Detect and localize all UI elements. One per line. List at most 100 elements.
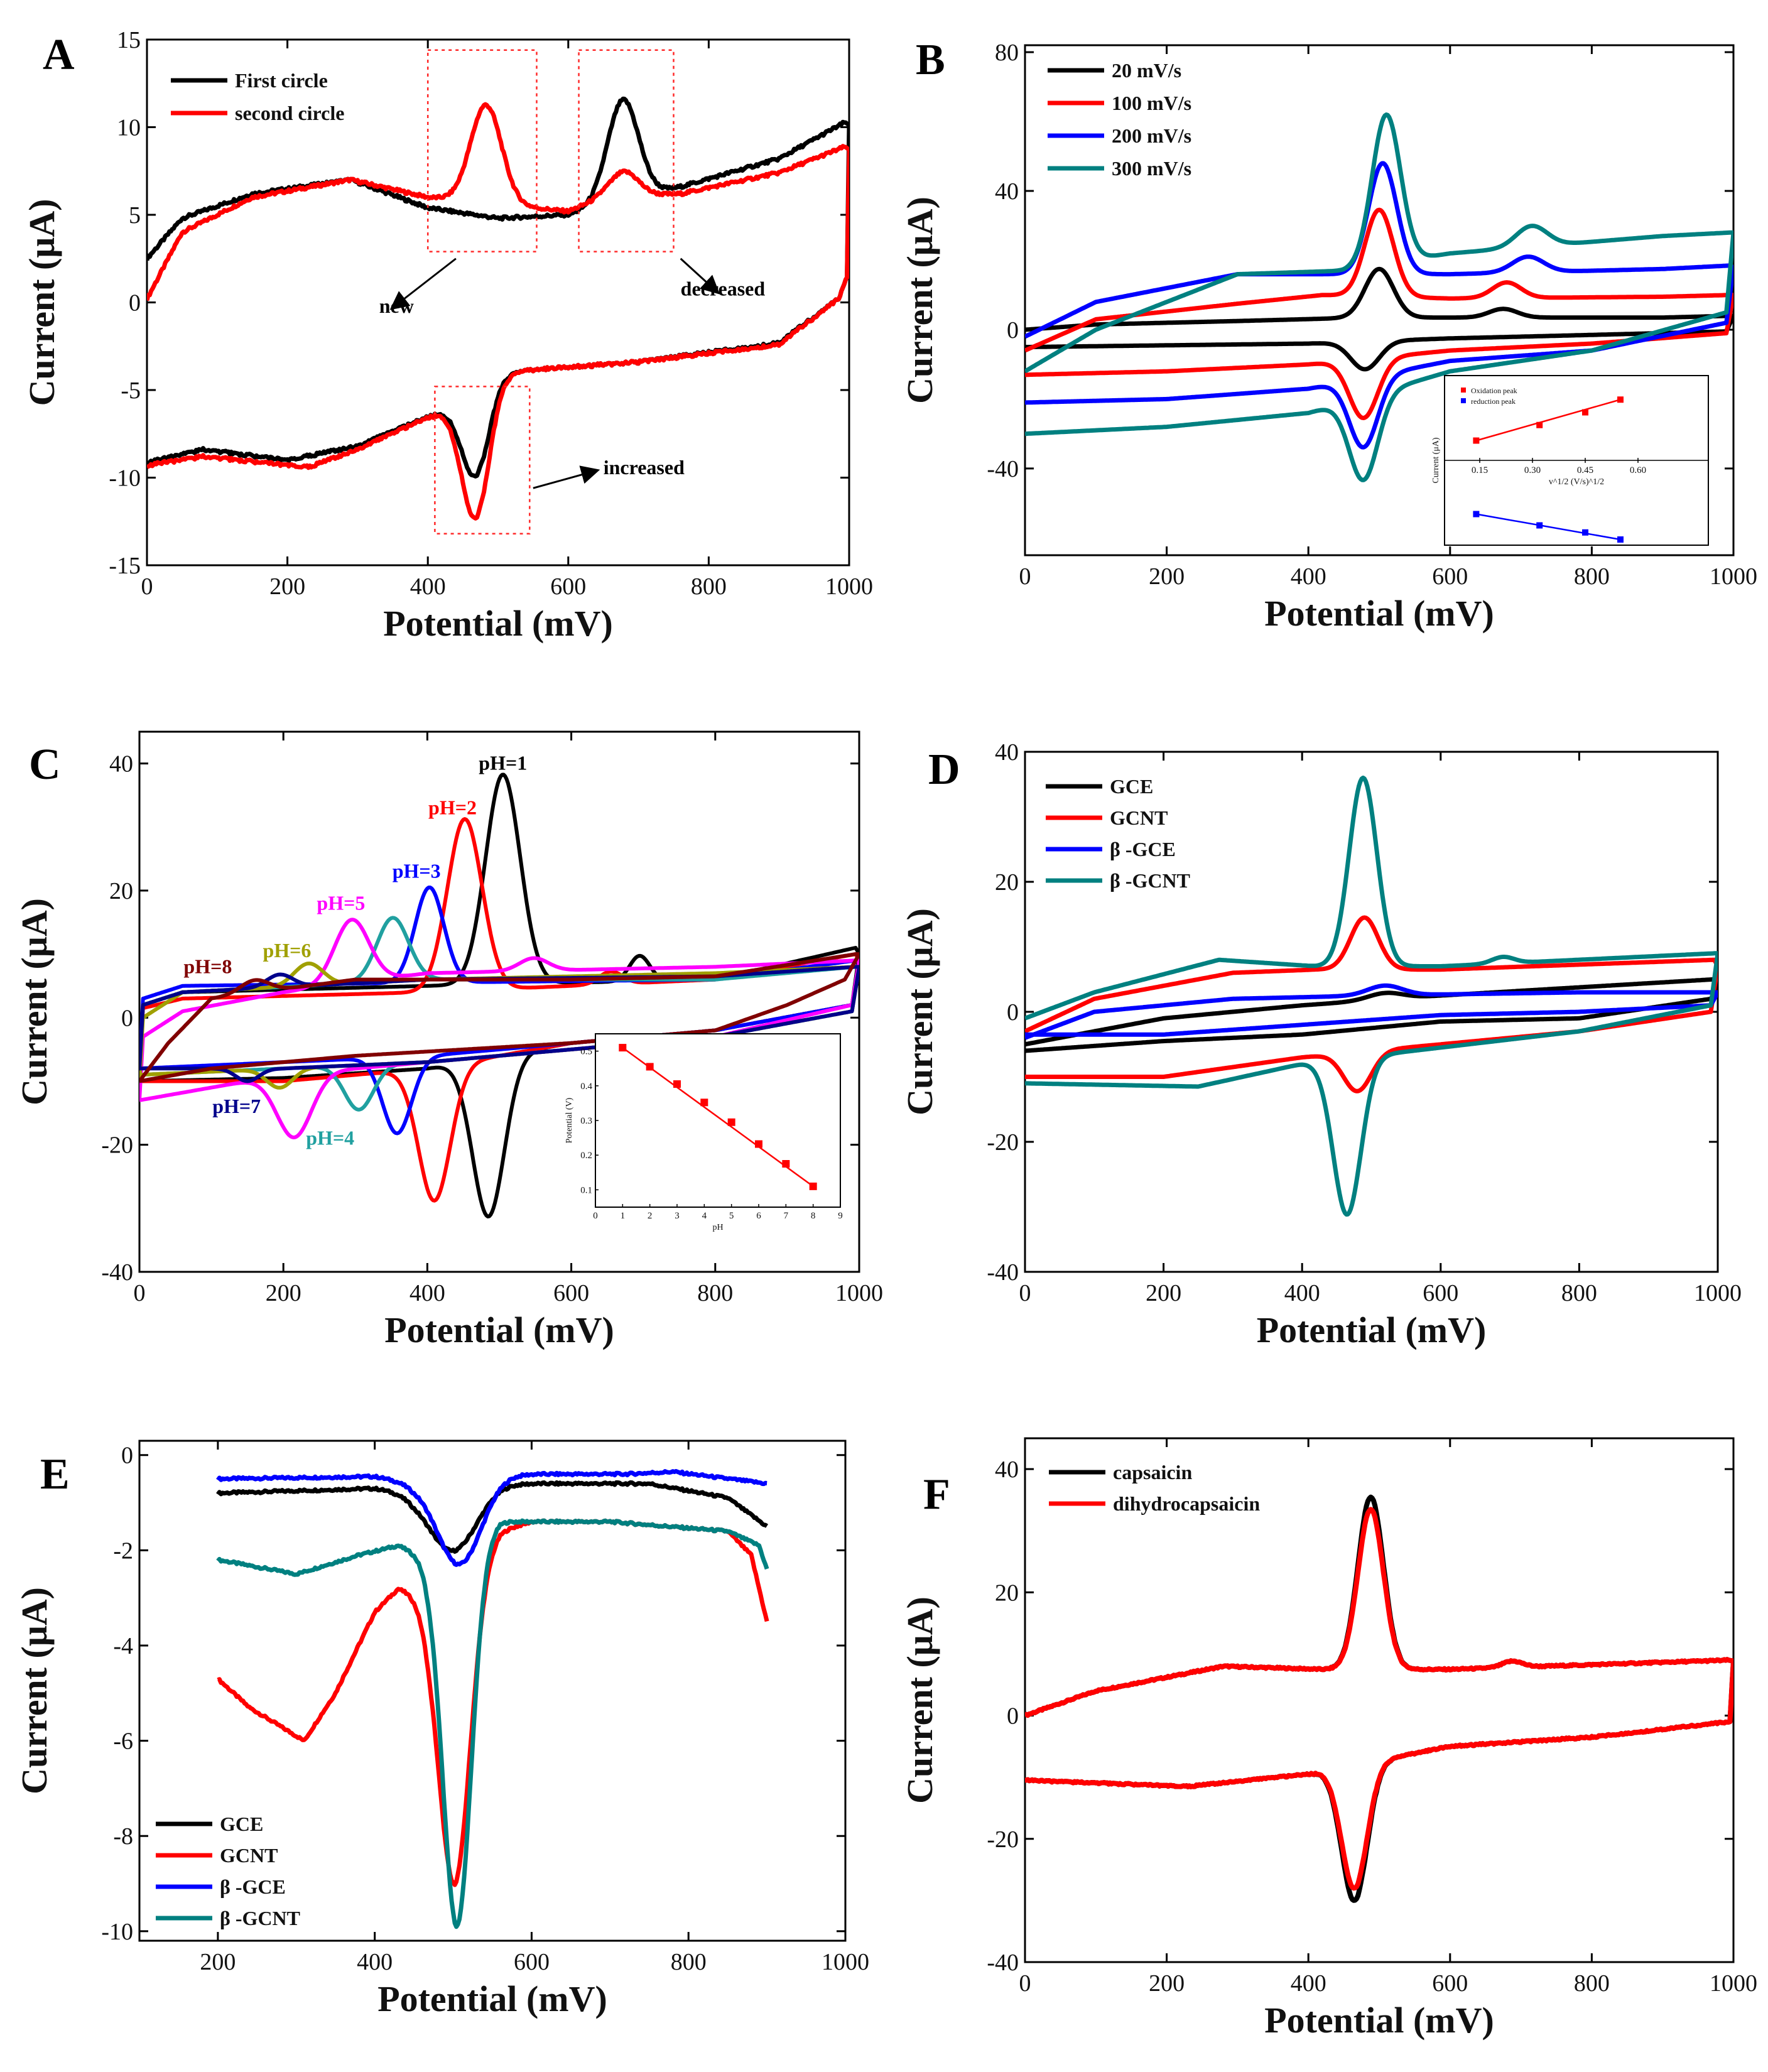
panel-label: D bbox=[928, 746, 960, 794]
inset-chart: 0.15 0.30 0.45 0.60 v^1/2 (V/s)^1/2 Current (… bbox=[1431, 375, 1709, 546]
x-axis-title: Potential (mV) bbox=[1257, 1310, 1487, 1350]
ph-label: pH=4 bbox=[306, 1127, 354, 1149]
y-tick-label: -20 bbox=[101, 1132, 133, 1159]
series-group bbox=[147, 96, 849, 521]
y-tick-label: -40 bbox=[101, 1259, 133, 1286]
inset-fit-line bbox=[1476, 513, 1621, 541]
y-tick-label: 0 bbox=[1007, 1703, 1019, 1730]
inset-fit-line bbox=[1476, 399, 1621, 442]
y-tick-label: 10 bbox=[117, 115, 141, 141]
inset-x-tick-label: 0.30 bbox=[1524, 465, 1541, 475]
legend-entry: β -GCNT bbox=[220, 1907, 300, 1929]
y-axis-title: Current (μA) bbox=[899, 197, 940, 404]
legend-entry: GCE bbox=[1110, 775, 1153, 798]
ph-label: pH=7 bbox=[212, 1095, 261, 1117]
series-line-dihydrocapsaicin bbox=[1025, 1507, 1733, 1891]
dotted-highlight-box bbox=[434, 386, 531, 535]
y-tick-label: 15 bbox=[117, 27, 141, 53]
inset-y-tick-label: 0.2 bbox=[580, 1151, 592, 1161]
x-tick-label: 400 bbox=[1291, 1970, 1326, 1997]
inset-y-tick-label: 0.1 bbox=[580, 1185, 592, 1195]
y-axis-title: Current (μA) bbox=[14, 1587, 55, 1794]
inset-point bbox=[1536, 522, 1543, 529]
x-tick-label: 0 bbox=[1019, 1970, 1031, 1997]
y-tick-label: 0 bbox=[129, 290, 141, 317]
y-tick-label: 0 bbox=[1007, 317, 1019, 344]
inset-x-title: v^1/2 (V/s)^1/2 bbox=[1549, 477, 1604, 487]
inset-x-tick-label: 0 bbox=[593, 1211, 598, 1221]
inset-y-tick-label: 0.5 bbox=[580, 1047, 592, 1057]
x-tick-label: 1000 bbox=[825, 573, 873, 600]
legend-entry: 300 mV/s bbox=[1112, 157, 1191, 180]
inset-x-tick-label: 8 bbox=[811, 1211, 816, 1221]
x-tick-label: 800 bbox=[1574, 563, 1610, 590]
panel-label: F bbox=[923, 1470, 950, 1519]
panel-A: 0 200 400 600 800 1000 -15 -10 -5 0 5 10 15 Potential… bbox=[21, 27, 873, 644]
inset-fit-line bbox=[622, 1047, 814, 1187]
y-tick-label: 20 bbox=[995, 869, 1019, 896]
x-tick-label: 800 bbox=[1561, 1280, 1597, 1306]
series-group bbox=[1025, 775, 1718, 1217]
inset-x-tick-label: 5 bbox=[729, 1211, 734, 1221]
legend-entry: β -GCNT bbox=[1110, 869, 1190, 892]
y-tick-label: 0 bbox=[121, 1443, 133, 1469]
x-axis-title: Potential (mV) bbox=[384, 1310, 614, 1350]
legend-entry: GCNT bbox=[1110, 806, 1168, 829]
x-axis-title: Potential (mV) bbox=[383, 603, 613, 644]
x-tick-label: 600 bbox=[553, 1280, 589, 1306]
inset-point bbox=[755, 1140, 762, 1148]
arrow-decreased bbox=[680, 258, 720, 295]
x-tick-label: 200 bbox=[1146, 1280, 1181, 1306]
panel-F: 0 200 400 600 800 1000 -40 -20 0 20 40 Potential (m… bbox=[899, 1437, 1757, 2041]
inset-point bbox=[619, 1044, 627, 1052]
inset-x-tick-label: 4 bbox=[702, 1211, 707, 1221]
x-tick-label: 1000 bbox=[822, 1949, 869, 1975]
x-tick-label: 200 bbox=[1149, 563, 1185, 590]
inset-x-tick-label: 0.45 bbox=[1577, 465, 1593, 475]
inset-x-tick-label: 9 bbox=[838, 1211, 843, 1221]
y-tick-label: -20 bbox=[987, 1826, 1019, 1853]
y-tick-label: -40 bbox=[987, 1259, 1019, 1286]
y-tick-label: -20 bbox=[987, 1129, 1019, 1156]
x-axis-title: Potential (mV) bbox=[377, 1978, 607, 2019]
y-tick-label: 40 bbox=[109, 751, 133, 778]
inset-point bbox=[1473, 437, 1480, 444]
x-tick-label: 400 bbox=[409, 1280, 445, 1306]
inset-point bbox=[1617, 396, 1624, 403]
ph-label: pH=3 bbox=[393, 860, 441, 882]
legend-entry: GCNT bbox=[220, 1844, 278, 1867]
series-line-pH-2 bbox=[139, 817, 859, 1203]
series-line-pH-4 bbox=[139, 916, 859, 1112]
legend-entry: 20 mV/s bbox=[1112, 59, 1181, 82]
x-tick-label: 0 bbox=[141, 573, 153, 600]
series-group bbox=[216, 1468, 769, 1929]
series-group bbox=[1025, 112, 1733, 482]
annotation-text: increased bbox=[604, 456, 685, 479]
y-tick-label: -40 bbox=[987, 1950, 1019, 1976]
y-tick-label: 20 bbox=[109, 878, 133, 904]
x-tick-label: 1000 bbox=[1710, 563, 1757, 590]
x-tick-label: 200 bbox=[200, 1949, 236, 1975]
inset-x-tick-label: 0.15 bbox=[1472, 465, 1488, 475]
ph-label: pH=2 bbox=[428, 796, 477, 819]
x-tick-label: 400 bbox=[410, 573, 446, 600]
x-tick-label: 400 bbox=[1284, 1280, 1320, 1306]
y-tick-label: -8 bbox=[113, 1823, 133, 1850]
ph-label: pH=5 bbox=[317, 891, 365, 914]
x-tick-label: 800 bbox=[1574, 1970, 1610, 1997]
y-tick-label: -15 bbox=[109, 553, 141, 579]
dotted-highlight-box bbox=[426, 49, 538, 252]
legend-entry: 100 mV/s bbox=[1112, 92, 1191, 114]
panel-E: 200 400 600 800 1000 0 -2 -4 -6 -8 -10 Potential (m… bbox=[14, 1440, 869, 2019]
y-tick-label: -10 bbox=[109, 465, 141, 492]
inset-y-title: Current (μA) bbox=[1431, 437, 1441, 484]
legend-entry: capsaicin bbox=[1113, 1461, 1192, 1483]
panel-label: B bbox=[916, 36, 945, 84]
inset-point bbox=[700, 1098, 708, 1107]
arrow-new bbox=[389, 258, 457, 310]
y-axis-title: Current (μA) bbox=[899, 908, 940, 1115]
inset-point bbox=[782, 1160, 790, 1168]
inset-legend-entry: Oxidation peak bbox=[1471, 386, 1517, 395]
y-tick-label: 40 bbox=[995, 739, 1019, 766]
